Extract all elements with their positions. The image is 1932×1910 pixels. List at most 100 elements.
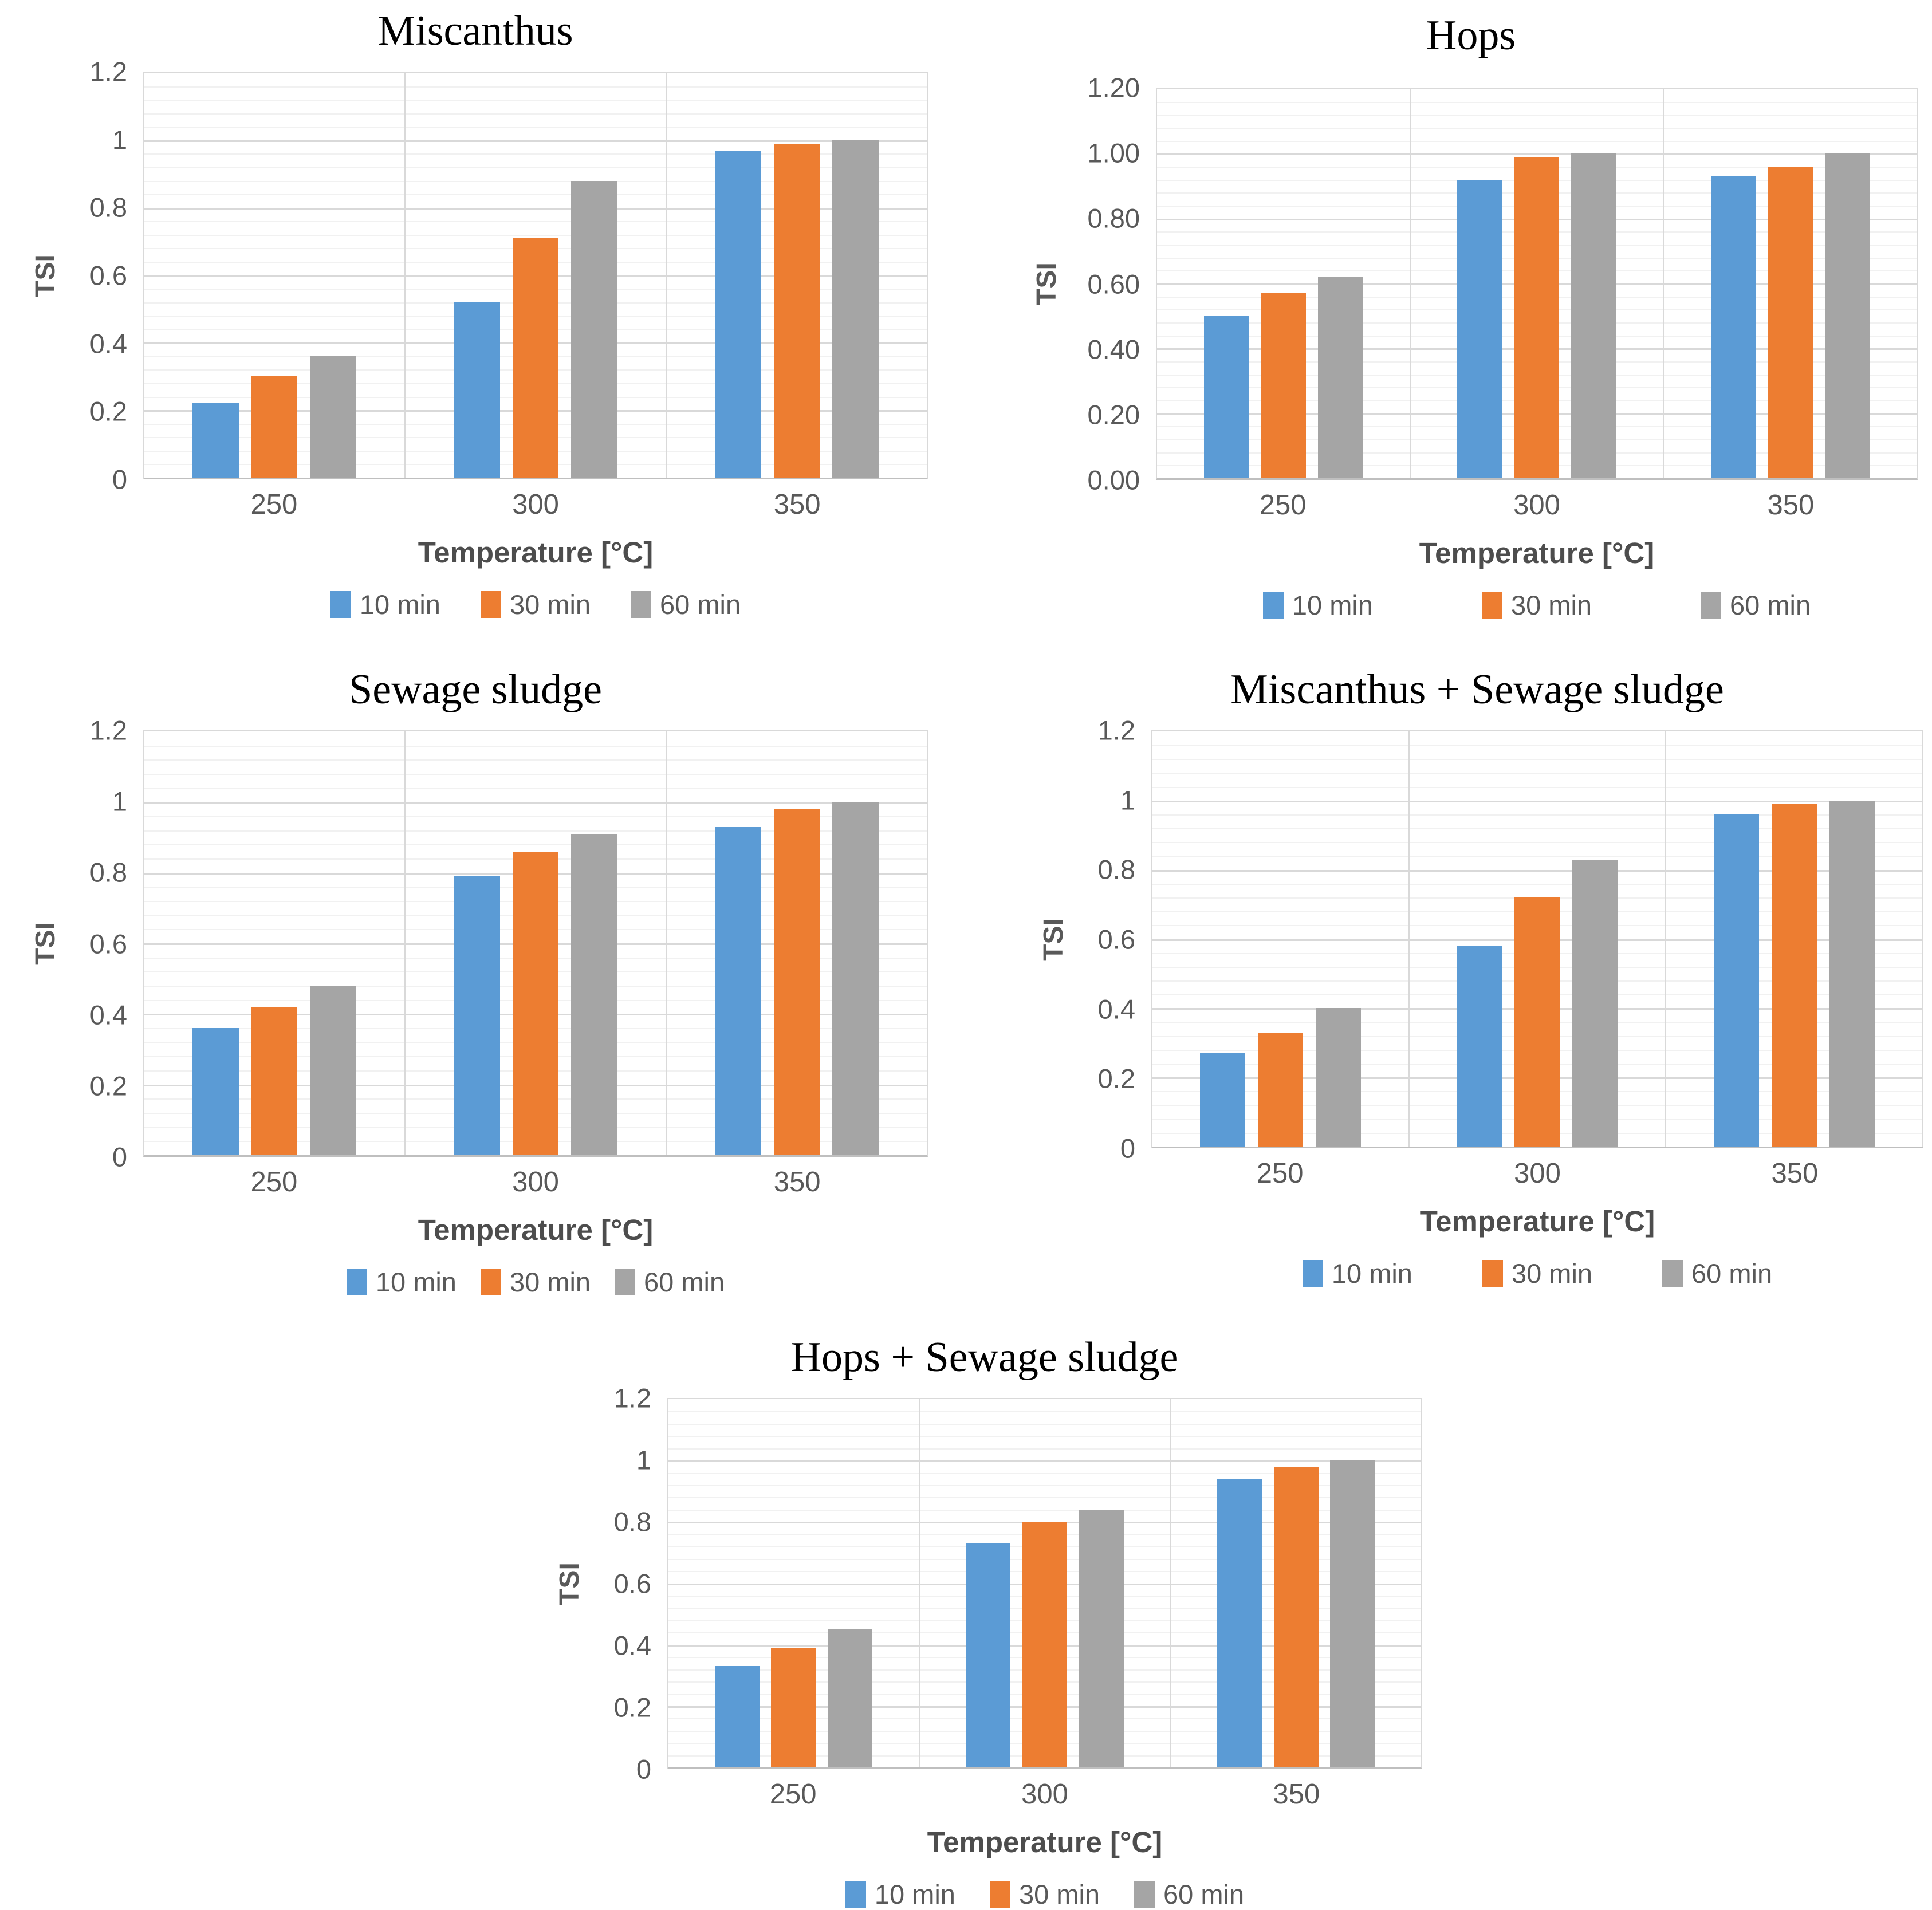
- legend-item-60-min: 60 min: [631, 589, 741, 620]
- category-cell-350: [1171, 1399, 1421, 1767]
- chart-main: TSI 1.2 1 0.8 0.6 0.4 0.2 0: [23, 717, 928, 1171]
- legend-label: 10 min: [375, 1266, 457, 1297]
- legend-item-10-min: 10 min: [1302, 1258, 1412, 1289]
- y-tick-label: 0: [112, 464, 127, 495]
- y-tick-label: 0: [112, 1141, 127, 1172]
- legend-label: 10 min: [874, 1879, 955, 1909]
- minor-gridline: [1152, 856, 1922, 857]
- y-axis-ticks: 1.2 1 0.8 0.6 0.4 0.2 0: [68, 717, 143, 1171]
- y-tick-label: 1.20: [1087, 72, 1140, 103]
- bar-30-min-250: [771, 1648, 816, 1767]
- bar-10-min-250: [192, 403, 239, 478]
- minor-gridline: [144, 100, 927, 101]
- legend-marker: [330, 590, 351, 618]
- y-axis-title-text: TSI: [30, 254, 61, 297]
- legend-marker: [1481, 591, 1502, 619]
- bar-60-min-250: [828, 1629, 872, 1767]
- minor-gridline: [1152, 759, 1922, 761]
- y-tick-label: 1.2: [89, 56, 127, 87]
- category-cell-300: [406, 73, 667, 478]
- y-axis-ticks: 1.20 1.00 0.80 0.60 0.40 0.20 0.00: [1069, 74, 1156, 494]
- chart-title: Hops: [1426, 12, 1516, 59]
- minor-gridline: [668, 1472, 1421, 1474]
- legend-label: 60 min: [660, 589, 741, 620]
- minor-gridline: [668, 1448, 1421, 1450]
- x-tick-label: 250: [1256, 1158, 1304, 1189]
- category-cell-250: [1157, 89, 1411, 478]
- minor-gridline: [1152, 883, 1922, 885]
- x-axis-ticks: 250 300 350: [1156, 490, 1918, 521]
- chart-hops: Hops TSI 1.20 1.00 0.80 0.60 0.40 0.20 0.00 25…: [1024, 11, 1918, 621]
- y-tick-label: 0.4: [613, 1630, 651, 1661]
- x-axis-title: Temperature [°C]: [1419, 536, 1655, 569]
- legend: 10 min 30 min 60 min: [1156, 589, 1918, 621]
- legend-label: 10 min: [1331, 1258, 1412, 1289]
- legend-label: 60 min: [1691, 1258, 1773, 1289]
- bar-60-min-250: [1317, 277, 1363, 478]
- minor-gridline: [144, 787, 927, 789]
- y-tick-label: 0.8: [89, 857, 127, 888]
- bar-60-min-300: [571, 833, 617, 1155]
- legend: 10 min 30 min 60 min: [667, 1879, 1422, 1910]
- bar-30-min-300: [512, 238, 559, 478]
- bars-layer: [144, 731, 927, 1155]
- y-tick-label: 0.8: [613, 1506, 651, 1537]
- minor-gridline: [144, 86, 927, 88]
- legend-item-10-min: 10 min: [845, 1879, 955, 1910]
- bar-30-min-250: [251, 376, 298, 478]
- minor-gridline: [144, 167, 927, 168]
- chart-title: Sewage sludge: [349, 666, 602, 713]
- bar-60-min-250: [310, 356, 356, 478]
- minor-gridline: [1157, 128, 1917, 129]
- legend-marker: [1134, 1880, 1155, 1908]
- legend-item-10-min: 10 min: [330, 589, 440, 620]
- plot-area: [1156, 88, 1918, 480]
- plot-area: [143, 72, 928, 479]
- minor-gridline: [144, 816, 927, 817]
- bar-30-min-300: [512, 851, 559, 1155]
- legend-label: 30 min: [509, 1266, 591, 1297]
- category-cell-350: [667, 73, 927, 478]
- category-cell-250: [668, 1399, 920, 1767]
- bar-30-min-350: [1768, 167, 1813, 478]
- category-cell-250: [144, 73, 406, 478]
- category-cell-250: [1152, 731, 1410, 1147]
- legend: 10 min 30 min 60 min: [143, 589, 928, 620]
- bar-60-min-350: [1829, 800, 1875, 1147]
- legend-label: 30 min: [509, 589, 591, 620]
- bar-60-min-300: [571, 180, 617, 478]
- legend-item-30-min: 30 min: [480, 1266, 591, 1298]
- legend-item-60-min: 60 min: [1662, 1258, 1772, 1289]
- bar-60-min-350: [1825, 153, 1870, 478]
- y-tick-label: 0.80: [1087, 203, 1140, 234]
- bar-10-min-350: [715, 826, 761, 1155]
- y-axis-title-text: TSI: [30, 922, 61, 965]
- minor-gridline: [144, 745, 927, 747]
- bar-60-min-350: [832, 802, 879, 1155]
- chart-title: Hops + Sewage sludge: [790, 1334, 1179, 1381]
- legend-marker: [346, 1268, 367, 1295]
- legend-marker: [1482, 1259, 1503, 1287]
- bars-layer: [144, 73, 927, 478]
- major-gridline: [144, 140, 927, 142]
- legend-marker: [845, 1880, 866, 1908]
- y-tick-label: 0.2: [89, 1070, 127, 1101]
- legend-label: 60 min: [1730, 589, 1811, 620]
- x-tick-label: 250: [250, 489, 298, 520]
- minor-gridline: [668, 1509, 1421, 1511]
- bar-10-min-250: [714, 1666, 760, 1767]
- legend-item-30-min: 30 min: [480, 589, 591, 620]
- category-cell-300: [1410, 731, 1667, 1147]
- minor-gridline: [144, 180, 927, 182]
- y-tick-label: 0.8: [1097, 854, 1135, 885]
- x-axis-ticks: 250 300 350: [143, 489, 928, 521]
- chart-miscanthus-sewage-sludge: Miscanthus + Sewage sludge TSI 1.2 1 0.8 0.…: [1031, 665, 1923, 1289]
- y-tick-label: 0.4: [89, 999, 127, 1030]
- y-tick-label: 0.6: [613, 1568, 651, 1599]
- y-tick-label: 0.60: [1087, 269, 1140, 299]
- legend-label: 10 min: [1292, 589, 1373, 620]
- legend-label: 60 min: [1163, 1879, 1245, 1909]
- legend-item-10-min: 10 min: [1262, 589, 1373, 621]
- bar-30-min-250: [1257, 1032, 1304, 1147]
